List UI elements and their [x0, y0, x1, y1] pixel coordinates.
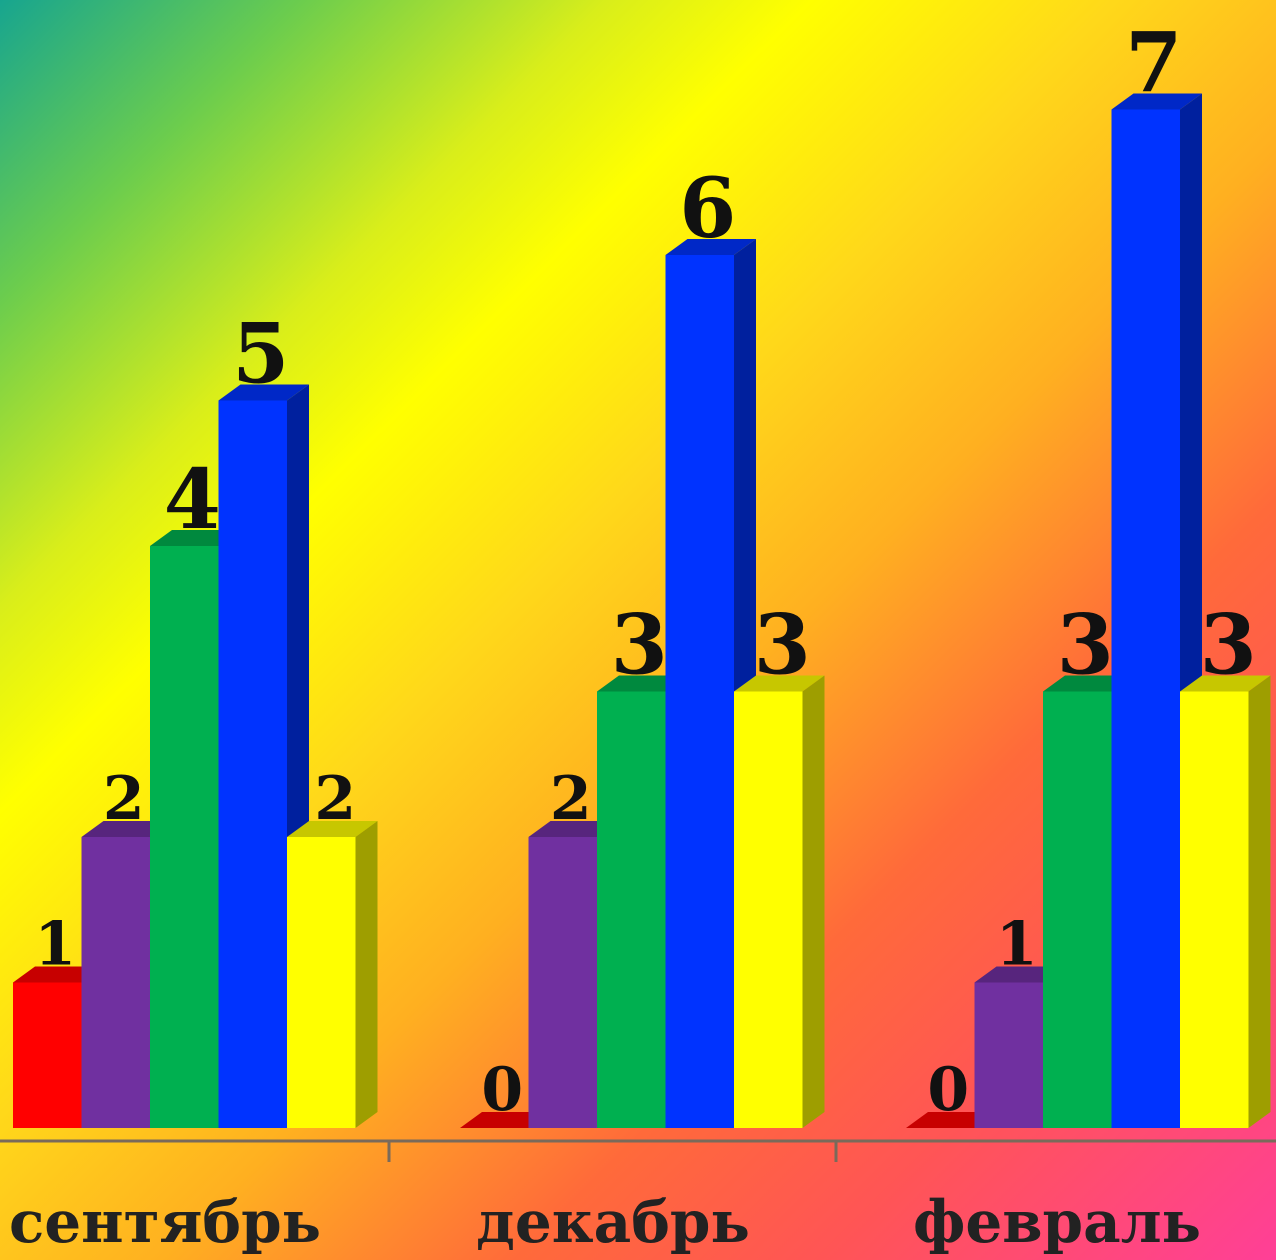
- data-label: 3: [754, 598, 811, 694]
- data-label: 3: [611, 598, 668, 694]
- data-label: 6: [679, 161, 736, 257]
- category-label: сентябрь: [9, 1188, 321, 1256]
- bar-2-4: [1180, 675, 1271, 1128]
- data-label: 2: [550, 764, 592, 834]
- data-label: 0: [481, 1055, 523, 1125]
- data-label: 1: [996, 910, 1038, 980]
- bar-1-4: [734, 675, 825, 1128]
- data-label: 2: [314, 764, 356, 834]
- data-label: 1: [34, 910, 76, 980]
- data-label: 2: [103, 764, 145, 834]
- data-label: 4: [164, 452, 221, 548]
- category-label: февраль: [913, 1188, 1201, 1256]
- bar-2-0: [906, 1112, 997, 1128]
- data-label: 3: [1200, 598, 1257, 694]
- data-label: 7: [1125, 16, 1182, 112]
- bar-1-0: [460, 1112, 551, 1128]
- bar-1-2: [597, 675, 688, 1128]
- x-axis: [0, 1139, 1276, 1162]
- bar-2-3: [1111, 93, 1202, 1128]
- bar-0-4: [287, 821, 378, 1128]
- bars-layer: [13, 93, 1271, 1128]
- data-label: 0: [927, 1055, 969, 1125]
- data-label: 3: [1057, 598, 1114, 694]
- data-label: 5: [232, 307, 289, 403]
- category-label: декабрь: [476, 1188, 750, 1256]
